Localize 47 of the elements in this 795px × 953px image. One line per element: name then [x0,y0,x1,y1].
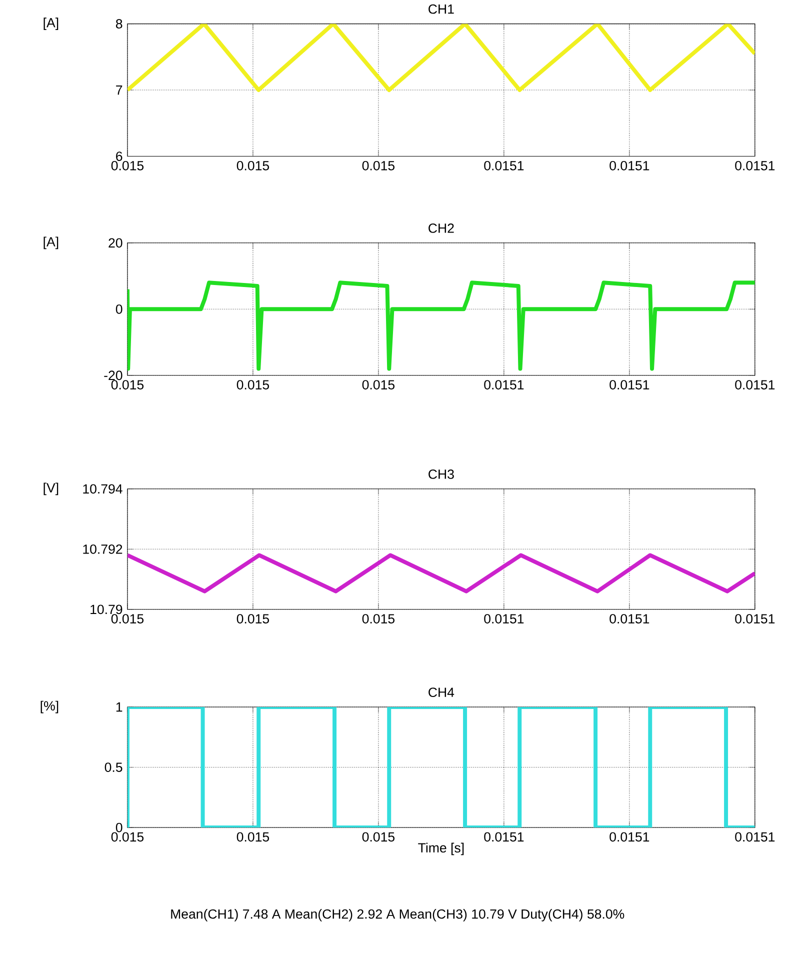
y-tick-label: 10.79 [90,604,122,614]
x-tick-label: 0.015 [237,380,270,390]
x-tick-label: 0.0151 [735,614,775,624]
x-tick-label: 0.0151 [735,160,775,170]
chart-title: CH1 [428,4,454,14]
y-tick-label: 0 [116,304,122,314]
x-tick-label: 0.015 [362,832,395,842]
text: Mean(CH1) 7.48 A Mean(CH2) 2.92 A Mean(CH3) 10.79 V Duty(CH4) 58.0% [171,908,624,922]
x-tick-label: 0.0151 [610,832,650,842]
x-tick-label: 0.0151 [735,832,775,842]
x-tick-label: 0.015 [362,614,395,624]
x-tick-label: 0.015 [112,160,144,170]
y-tick-label: 0.5 [104,762,122,772]
y-tick-label: -20 [104,370,122,380]
x-tick-label: 0.015 [362,160,395,170]
y-axis-title: [A] [44,18,58,30]
y-tick-label: 10.794 [83,484,123,494]
y-axis-title: [V] [44,482,58,496]
y-tick-label: 7 [116,85,122,95]
y-tick-label: 6 [116,152,122,161]
line-series [128,280,756,371]
x-tick-label: 0.015 [362,380,395,390]
x-tick-label: 0.0151 [484,380,524,390]
x-tick-label: 0.015 [112,614,144,624]
x-tick-label: 0.015 [237,614,270,624]
x-tick-label: 0.0151 [484,832,524,842]
y-tick-label: 0 [116,822,122,832]
y-tick-label: 20 [108,238,122,248]
x-tick-label: 0.015 [112,380,144,390]
chart-title: CH3 [428,470,454,479]
x-tick-label: 0.0151 [484,160,524,170]
y-axis-title: [%] [40,700,58,714]
x-axis-title: Time [s] [418,842,464,856]
x-tick-label: 0.0151 [610,614,650,624]
x-tick-label: 0.0151 [484,614,524,624]
x-tick-label: 0.015 [112,832,144,842]
chart-title: CH4 [428,688,454,697]
chart-title: CH2 [428,224,454,233]
y-tick-label: 1 [116,702,122,712]
y-axis-title: [A] [44,236,58,250]
x-tick-label: 0.015 [237,160,270,170]
y-tick-label: 10.792 [83,544,122,554]
x-tick-label: 0.015 [237,832,270,842]
y-tick-label: 8 [116,19,122,29]
x-tick-label: 0.0151 [610,160,650,170]
x-tick-label: 0.0151 [610,380,650,390]
x-tick-label: 0.0151 [735,380,775,390]
